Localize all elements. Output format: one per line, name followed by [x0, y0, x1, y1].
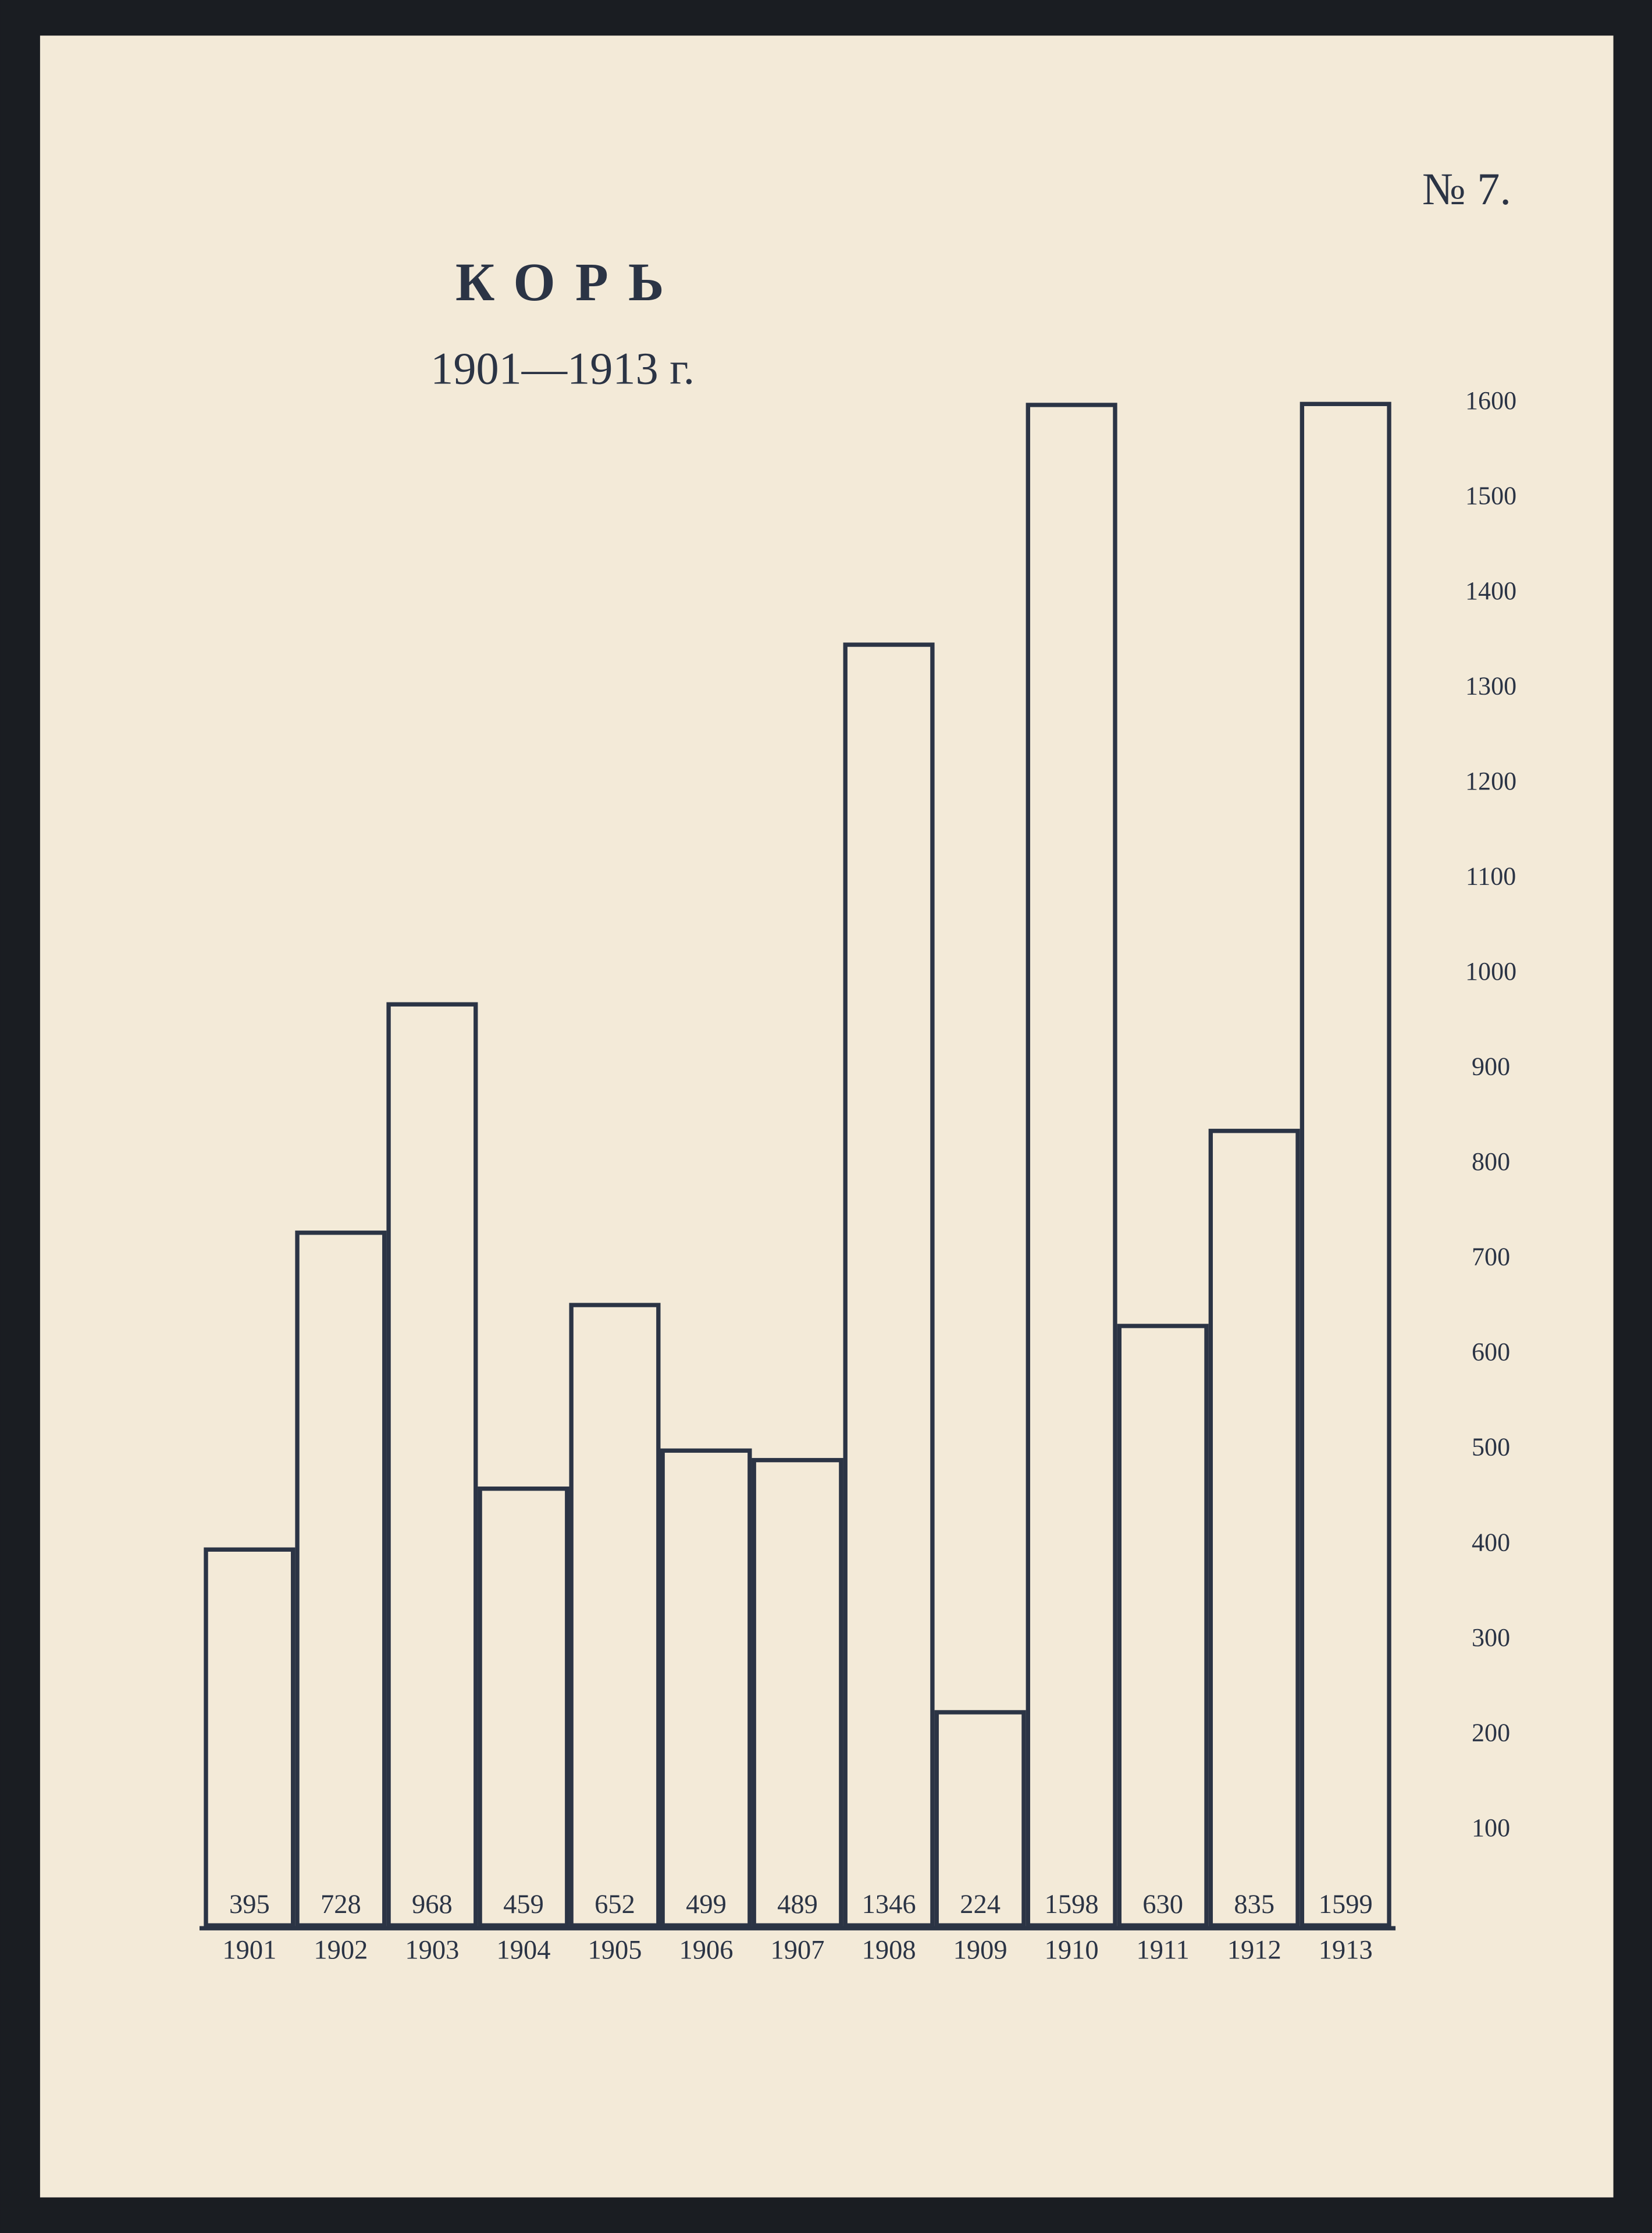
bar	[843, 642, 935, 1928]
value-label: 224	[960, 1890, 1001, 1919]
y-tick-label: 1300	[1465, 671, 1516, 700]
x-tick-label: 1910	[1045, 1935, 1099, 1965]
y-tick-label: 1200	[1465, 767, 1516, 795]
value-label: 395	[229, 1890, 270, 1919]
value-label: 489	[777, 1890, 818, 1919]
x-tick-label: 1906	[679, 1935, 734, 1965]
bar	[752, 1457, 843, 1928]
y-tick-label: 700	[1472, 1243, 1510, 1271]
bar	[1208, 1129, 1300, 1928]
y-tick-label: 800	[1472, 1147, 1510, 1176]
y-tick-label: 500	[1472, 1433, 1510, 1462]
page-number: № 7.	[1422, 163, 1511, 214]
bar	[934, 1710, 1026, 1928]
value-label: 835	[1234, 1890, 1274, 1919]
x-tick-label: 1913	[1319, 1935, 1373, 1965]
bar	[1117, 1324, 1209, 1928]
bar	[478, 1486, 569, 1928]
y-tick-label: 1500	[1465, 481, 1516, 510]
y-tick-label: 1400	[1465, 577, 1516, 605]
y-tick-label: 100	[1472, 1814, 1510, 1842]
y-tick-label: 1000	[1465, 957, 1516, 986]
bar	[1026, 403, 1117, 1928]
bar	[660, 1448, 752, 1928]
value-label: 1346	[862, 1890, 916, 1919]
value-label: 968	[412, 1890, 453, 1919]
value-label: 630	[1142, 1890, 1183, 1919]
value-label: 652	[594, 1890, 635, 1919]
bar	[1299, 401, 1391, 1928]
x-tick-label: 1909	[953, 1935, 1007, 1965]
x-tick-label: 1902	[314, 1935, 368, 1965]
value-label: 728	[321, 1890, 361, 1919]
x-tick-label: 1912	[1227, 1935, 1281, 1965]
bar	[386, 1002, 478, 1928]
x-tick-label: 1903	[405, 1935, 459, 1965]
chart-subtitle: 1901—1913 г.	[430, 343, 695, 393]
x-tick-label: 1907	[771, 1935, 825, 1965]
x-tick-label: 1911	[1137, 1935, 1190, 1965]
y-tick-label: 200	[1472, 1718, 1510, 1747]
bar	[295, 1231, 387, 1928]
bar	[569, 1303, 661, 1928]
y-tick-label: 400	[1472, 1528, 1510, 1556]
x-tick-label: 1904	[496, 1935, 550, 1965]
y-tick-label: 600	[1472, 1338, 1510, 1366]
bar	[204, 1547, 295, 1928]
paper	[40, 35, 1614, 2198]
value-label: 499	[686, 1890, 727, 1919]
value-label: 1599	[1319, 1890, 1373, 1919]
y-tick-label: 300	[1472, 1623, 1510, 1652]
value-label: 459	[503, 1890, 544, 1919]
y-tick-label: 1100	[1466, 862, 1516, 890]
y-tick-label: 900	[1472, 1053, 1510, 1081]
chart-title: КОРЬ	[455, 253, 684, 312]
x-tick-label: 1901	[222, 1935, 276, 1965]
x-tick-label: 1905	[588, 1935, 642, 1965]
x-tick-label: 1908	[862, 1935, 916, 1965]
y-tick-label: 1600	[1465, 386, 1516, 415]
value-label: 1598	[1045, 1890, 1099, 1919]
